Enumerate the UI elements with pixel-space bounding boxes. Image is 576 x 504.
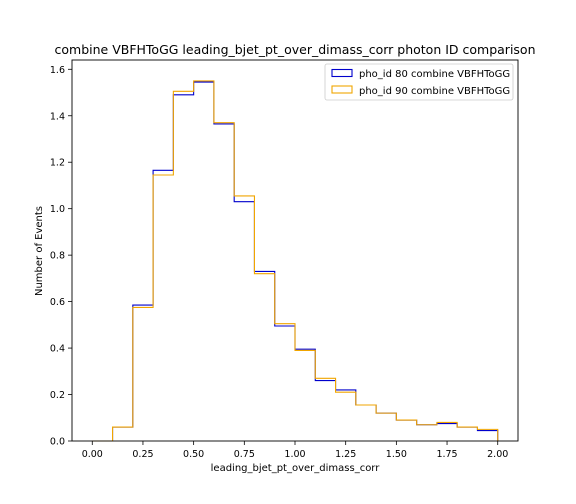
series-layer [92,80,499,442]
legend-swatch-pho-id-90 [331,85,353,94]
x-tick-label: 0.50 [183,449,204,460]
y-tick-label: 1.6 [50,65,65,76]
chart-title: combine VBFHToGG leading_bjet_pt_over_di… [55,42,536,57]
y-tick-label: 0.8 [50,251,65,262]
x-tick-label: 1.50 [386,449,407,460]
x-tick-label: 0.00 [82,449,103,460]
x-tick-label: 1.75 [436,449,457,460]
x-tick-label: 2.00 [487,449,508,460]
legend-label-pho-id-90: pho_id 90 combine VBFHToGG [359,86,510,97]
y-tick-label: 0.0 [50,437,65,448]
y-tick-label: 1.4 [50,111,65,122]
x-axis-label: leading_bjet_pt_over_dimass_corr [211,463,381,474]
y-axis: 0.0 0.2 0.4 0.6 0.8 1.0 1.2 1.4 1.6 [50,65,72,448]
x-tick-label: 0.25 [132,449,153,460]
plot-area [71,59,519,442]
y-axis-label: Number of Events [34,206,45,296]
x-tick-label: 1.00 [284,449,305,460]
y-tick-label: 1.2 [50,158,65,169]
y-tick-label: 1.0 [50,204,65,215]
y-tick-label: 0.2 [50,390,65,401]
legend-swatch-pho-id-80 [331,68,353,78]
x-axis: 0.00 0.25 0.50 0.75 1.00 1.25 1.50 1.75 2.00 [82,441,508,460]
y-tick-label: 0.6 [50,297,65,308]
y-tick-label: 0.4 [50,344,65,355]
x-tick-label: 0.75 [234,449,255,460]
plot-background [72,60,518,441]
legend-box [324,63,514,101]
legend: pho_id 80 combine VBFHToGG pho_id 90 com… [324,63,514,101]
x-tick-label: 1.25 [335,449,356,460]
series-step-1 [92,80,499,442]
legend-label-pho-id-80: pho_id 80 combine VBFHToGG [359,69,510,80]
